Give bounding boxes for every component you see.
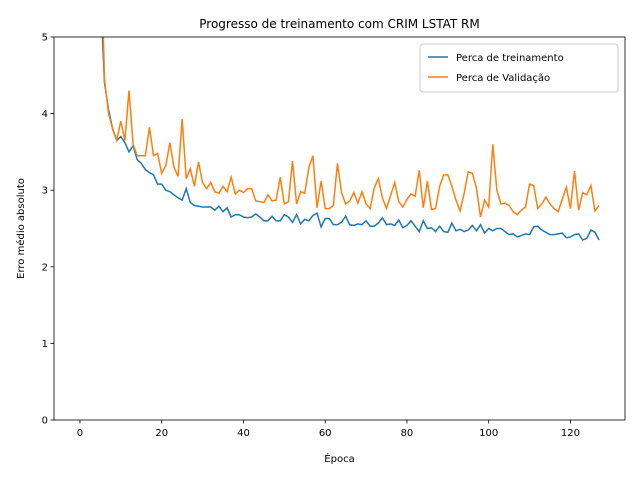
y-tick-label: 3	[42, 186, 48, 197]
x-tick-label: 0	[77, 428, 83, 439]
x-axis-label: Época	[324, 452, 354, 465]
y-tick-label: 5	[42, 33, 48, 44]
x-tick-label: 120	[561, 428, 580, 439]
line-series	[102, 37, 600, 218]
y-axis-label: Erro médio absoluto	[15, 178, 27, 279]
y-tick-label: 0	[42, 416, 48, 427]
x-tick-label: 80	[401, 428, 414, 439]
plot-area	[101, 37, 600, 241]
chart-title: Progresso de treinamento com CRIM LSTAT …	[199, 17, 479, 31]
line-series	[101, 37, 600, 241]
plot-frame	[53, 36, 626, 421]
x-tick-label: 100	[479, 428, 498, 439]
legend-box	[419, 43, 619, 93]
y-tick-label: 4	[42, 109, 48, 120]
y-tick-label: 1	[42, 339, 48, 350]
legend-label: Perca de Validação	[456, 73, 550, 84]
y-tick-label: 2	[42, 262, 48, 273]
x-tick-label: 20	[155, 428, 168, 439]
legend-label: Perca de treinamento	[456, 53, 564, 64]
x-tick-label: 40	[237, 428, 250, 439]
x-tick-label: 60	[319, 428, 332, 439]
